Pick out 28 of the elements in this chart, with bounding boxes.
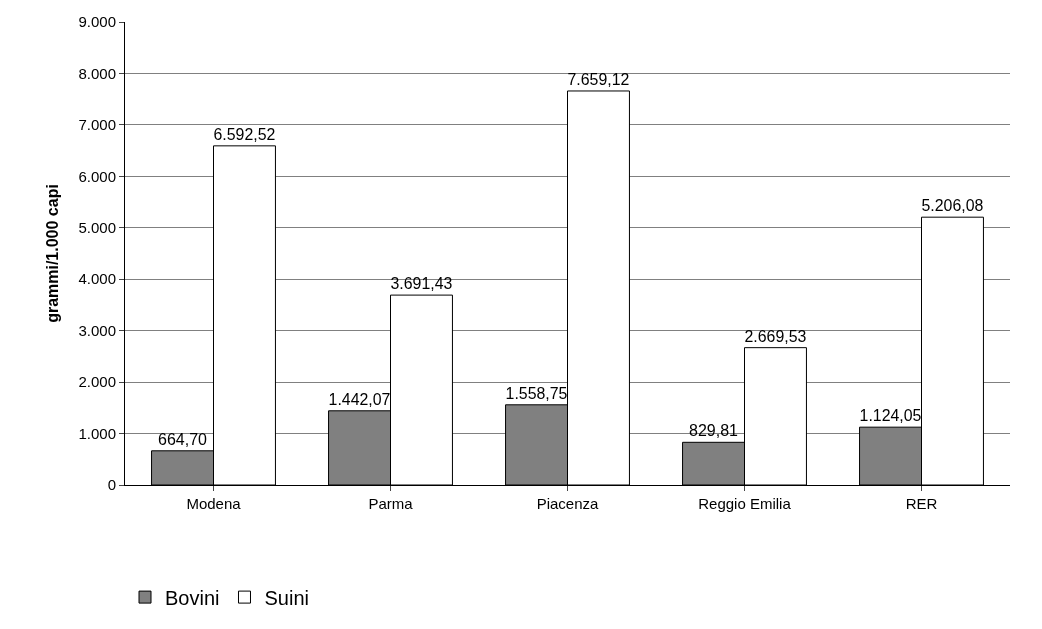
y-tick-label: 3.000: [78, 321, 116, 339]
y-tick-label: 2.000: [78, 373, 116, 391]
data-label: 3.691,43: [390, 275, 453, 293]
y-tick-label: 0: [107, 476, 116, 494]
y-tick-label: 5.000: [78, 219, 116, 237]
legend-label: Suini: [264, 586, 309, 609]
data-label: 2.669,53: [744, 327, 807, 345]
data-label: 664,70: [158, 430, 208, 448]
y-tick-label: 8.000: [78, 64, 116, 82]
y-tick-label: 1.000: [78, 424, 116, 442]
data-label: 1.442,07: [328, 390, 391, 408]
x-tick-label: Parma: [368, 495, 414, 512]
y-axis-title: grammi/1.000 capi: [44, 184, 62, 323]
data-label: 5.206,08: [921, 197, 984, 215]
x-tick-label: Reggio Emilia: [698, 495, 792, 512]
y-tick-label: 7.000: [78, 116, 116, 134]
x-tick-label: Modena: [186, 495, 242, 512]
data-label: 829,81: [689, 422, 739, 440]
y-tick-label: 6.000: [78, 167, 116, 185]
data-label: 1.124,05: [859, 407, 922, 425]
legend-label: Bovini: [165, 586, 220, 609]
data-label: 7.659,12: [567, 71, 630, 88]
data-label: 6.592,52: [213, 125, 276, 143]
y-tick-label: 9.000: [78, 13, 116, 31]
x-tick-label: RER: [905, 495, 938, 512]
y-tick-label: 4.000: [78, 270, 116, 288]
x-tick-label: Piacenza: [536, 495, 599, 512]
data-label: 1.558,75: [505, 384, 568, 402]
